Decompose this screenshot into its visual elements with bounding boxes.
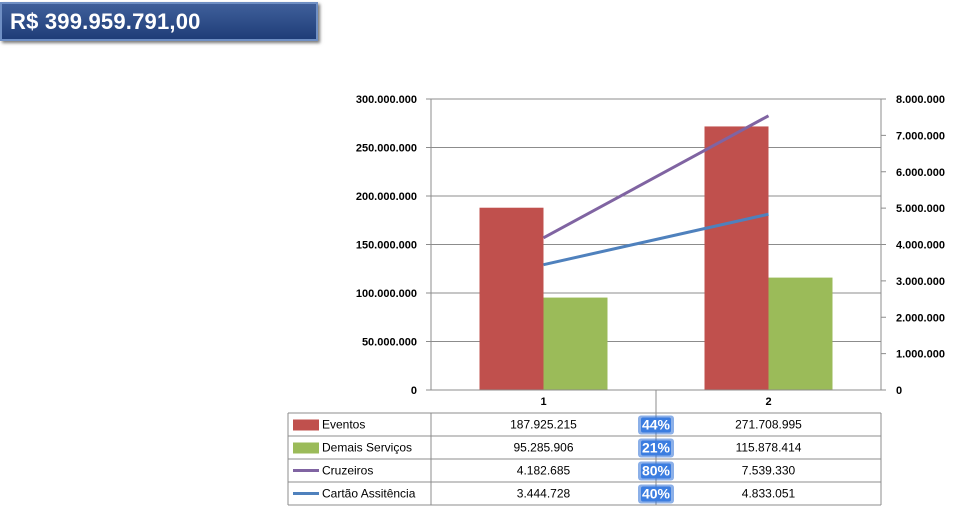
right-axis-tick-label: 3.000.000: [896, 276, 945, 288]
left-axis-tick-label: 50.000.000: [362, 337, 417, 349]
left-axis-tick-label: 200.000.000: [356, 191, 417, 203]
percent-badge-label: 40%: [642, 486, 671, 502]
right-axis-tick-label: 7.000.000: [896, 130, 945, 142]
legend-swatch: [293, 419, 319, 431]
legend-label: Cruzeiros: [322, 464, 373, 478]
legend-label: Cartão Assitência: [322, 487, 416, 501]
table-cell-value: 271.708.995: [735, 418, 802, 432]
bar-eventos: [704, 126, 769, 391]
table-cell-value: 4.833.051: [742, 487, 796, 501]
percent-badge: [641, 417, 671, 433]
left-axis-tick-label: 0: [411, 385, 417, 397]
percent-badge-label: 44%: [642, 417, 671, 433]
legend-swatch: [293, 442, 319, 454]
right-axis-tick-label: 1.000.000: [896, 349, 945, 361]
right-axis-tick-label: 4.000.000: [896, 240, 945, 252]
right-axis-tick-label: 5.000.000: [896, 203, 945, 215]
table-cell-value: 115.878.414: [736, 441, 802, 455]
percent-badge: [641, 463, 671, 479]
percent-badge: [641, 440, 671, 456]
table-cell-value: 7.539.330: [742, 464, 796, 478]
total-amount-banner: R$ 399.959.791,00: [0, 2, 318, 41]
right-axis-tick-label: 6.000.000: [896, 167, 945, 179]
percent-badge-label: 80%: [642, 463, 671, 479]
table-cell-value: 4.182.685: [517, 464, 571, 478]
line-cartão-assitência: [543, 212, 769, 267]
line-cruzeiros: [542, 114, 770, 240]
right-axis-tick-label: 2.000.000: [896, 312, 945, 324]
bar-demais-serviços: [543, 297, 608, 390]
percent-badge: [641, 486, 671, 502]
right-axis-tick-label: 0: [896, 385, 902, 397]
legend-label: Eventos: [322, 418, 365, 432]
left-axis-tick-label: 100.000.000: [356, 288, 417, 300]
percent-badge-label: 21%: [642, 440, 671, 456]
table-cell-value: 187.925.215: [510, 418, 577, 432]
legend-label: Demais Serviços: [322, 441, 412, 455]
table-cell-value: 95.285.906: [513, 441, 573, 455]
table-cell-value: 3.444.728: [517, 487, 571, 501]
left-axis-tick-label: 250.000.000: [356, 143, 417, 155]
left-axis-tick-label: 150.000.000: [356, 240, 417, 252]
bar-demais-serviços: [768, 277, 833, 390]
bar-eventos: [479, 207, 544, 390]
x-axis-tick-label: 1: [540, 396, 546, 408]
total-amount: R$ 399.959.791,00: [10, 9, 201, 34]
x-axis-tick-label: 2: [765, 396, 771, 408]
right-axis-tick-label: 8.000.000: [896, 94, 945, 106]
left-axis-tick-label: 300.000.000: [356, 94, 417, 106]
